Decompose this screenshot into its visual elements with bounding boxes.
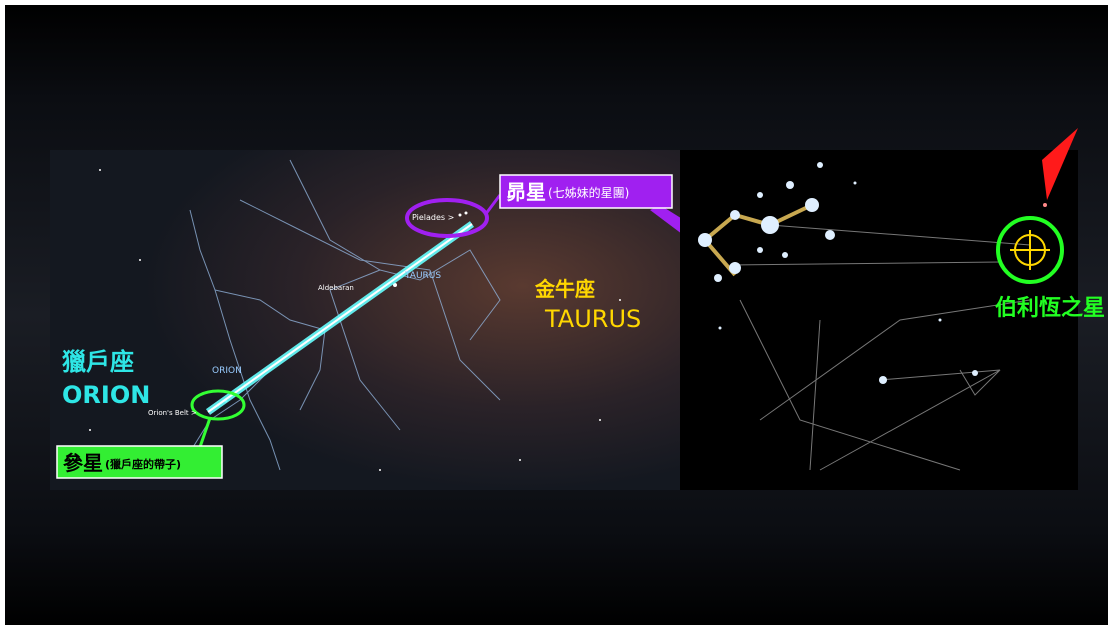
orion-zh: 獵戶座 bbox=[62, 348, 134, 376]
orion-en: ORION bbox=[62, 381, 150, 409]
belt-note: (獵戶座的帶子) bbox=[105, 457, 181, 471]
small-label: TAURUS bbox=[404, 271, 441, 281]
small-label: Orion's Belt > bbox=[148, 409, 197, 417]
pleiades-note: (七姊妹的星團) bbox=[548, 185, 629, 200]
small-label: Aldebaran bbox=[318, 284, 354, 292]
taurus-zh: 金牛座 bbox=[534, 277, 595, 301]
small-label: Pielades > bbox=[412, 213, 454, 222]
pleiades-zh: 昴星 bbox=[506, 180, 546, 204]
star-label: 伯利恆之星 bbox=[995, 295, 1105, 321]
belt-zh: 參星 bbox=[63, 451, 103, 475]
small-label: ORION bbox=[212, 366, 242, 376]
slide: Pielades > Aldebaran TAURUS ORION Orion'… bbox=[0, 0, 1113, 630]
taurus-en: TAURUS bbox=[544, 305, 641, 333]
